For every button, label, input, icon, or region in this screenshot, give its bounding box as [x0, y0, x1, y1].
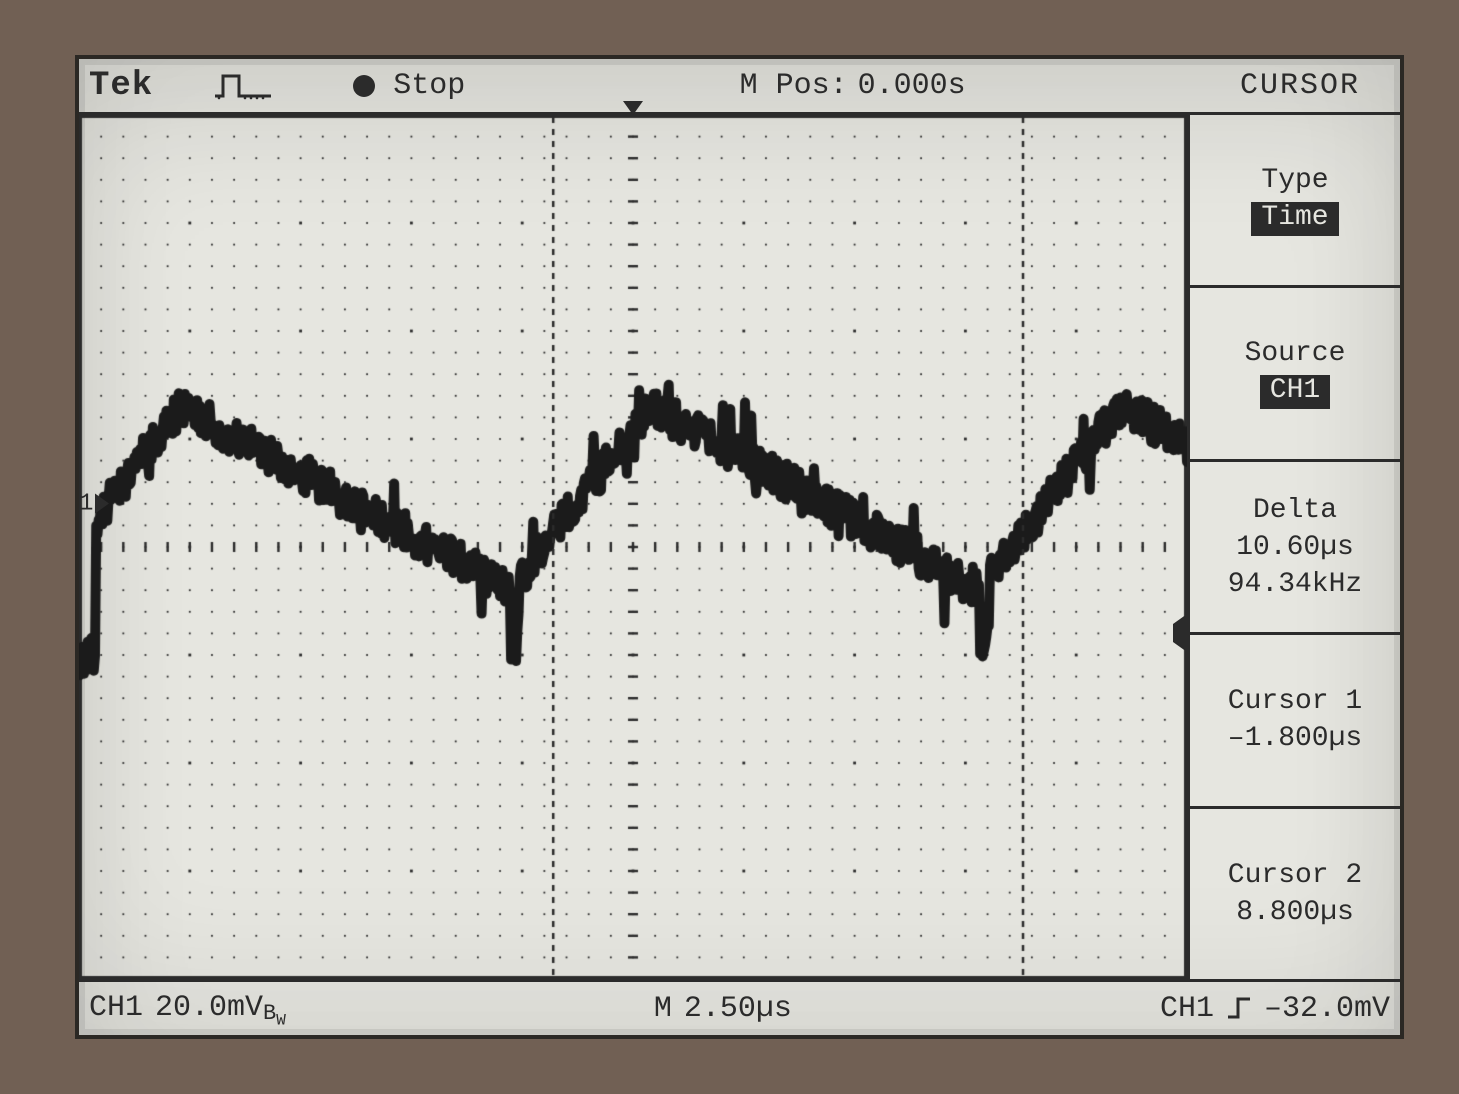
ch1-name: CH1	[89, 991, 143, 1025]
arrow-down-icon	[623, 101, 643, 133]
menu-slot-value: Time	[1251, 202, 1338, 236]
instrument-bezel: Tek Stop M Pos: 0.000s	[0, 0, 1459, 1094]
timebase-label: M	[654, 992, 672, 1026]
bottom-readout-bar: CH1 20.0mVBW M 2.50µs CH1 –32.0mV	[79, 979, 1400, 1035]
ch1-ground-label: 1	[79, 490, 93, 517]
menu-slot-label: Type	[1261, 165, 1328, 196]
run-state: Stop	[353, 69, 465, 103]
m-pos-value: 0.000s	[858, 69, 966, 103]
lcd-screen: Tek Stop M Pos: 0.000s	[75, 55, 1404, 1039]
arrow-right-icon	[95, 494, 109, 514]
timebase-value: 2.50µs	[684, 992, 792, 1026]
m-pos-label: M Pos:	[740, 69, 848, 103]
menu-slot-1[interactable]: Source CH1	[1190, 288, 1400, 461]
ch1-vdiv: 20.0mV	[155, 991, 263, 1025]
bw-limit-icon: BW	[263, 1001, 286, 1026]
trigger-readout: CH1 –32.0mV	[1160, 991, 1390, 1027]
rising-edge-icon	[1226, 995, 1252, 1031]
menu-slot-3[interactable]: Cursor 1 –1.800µs	[1190, 635, 1400, 808]
ch1-ground-marker: 1	[79, 490, 109, 517]
arrow-left-icon	[1173, 614, 1187, 652]
menu-title: CURSOR	[1240, 69, 1390, 103]
stop-icon	[353, 75, 375, 97]
cursor-overlay	[79, 115, 1187, 979]
menu-slot-label: Delta	[1253, 495, 1337, 526]
trigger-source: CH1	[1160, 992, 1214, 1026]
menu-slot-value-line: 10.60µs	[1236, 532, 1354, 563]
menu-slot-value-line: –1.800µs	[1228, 723, 1362, 754]
menu-slot-0[interactable]: Type Time	[1190, 115, 1400, 288]
menu-slot-2[interactable]: Delta 10.60µs 94.34kHz	[1190, 462, 1400, 635]
menu-slot-value-line: 8.800µs	[1236, 897, 1354, 928]
menu-slot-4[interactable]: Cursor 2 8.800µs	[1190, 809, 1400, 979]
acquisition-mode-icon	[213, 72, 273, 100]
menu-slot-label: Cursor 2	[1228, 860, 1362, 891]
menu-slot-label: Cursor 1	[1228, 686, 1362, 717]
trigger-position-marker	[623, 115, 643, 133]
menu-slot-label: Source	[1245, 338, 1346, 369]
trigger-level: –32.0mV	[1264, 992, 1390, 1026]
menu-slot-value-line: 94.34kHz	[1228, 569, 1362, 600]
trigger-level-marker	[1173, 624, 1187, 642]
brand-logo: Tek	[89, 67, 173, 105]
ch1-readout: CH1 20.0mVBW	[89, 991, 286, 1025]
menu-slot-value: CH1	[1260, 375, 1330, 409]
m-pos-readout: M Pos: 0.000s	[740, 69, 966, 103]
side-menu: Type Time Source CH1 Delta 10.60µs 94.34kHz Cur…	[1190, 115, 1400, 979]
waveform-graticule: 1	[79, 115, 1190, 979]
timebase-readout: M 2.50µs	[654, 992, 792, 1026]
middle-region: 1 Type Time Source CH1 Delta 10.60µs 94.34kHz C…	[79, 115, 1400, 979]
run-state-label: Stop	[393, 69, 465, 103]
top-status-bar: Tek Stop M Pos: 0.000s	[79, 59, 1400, 115]
